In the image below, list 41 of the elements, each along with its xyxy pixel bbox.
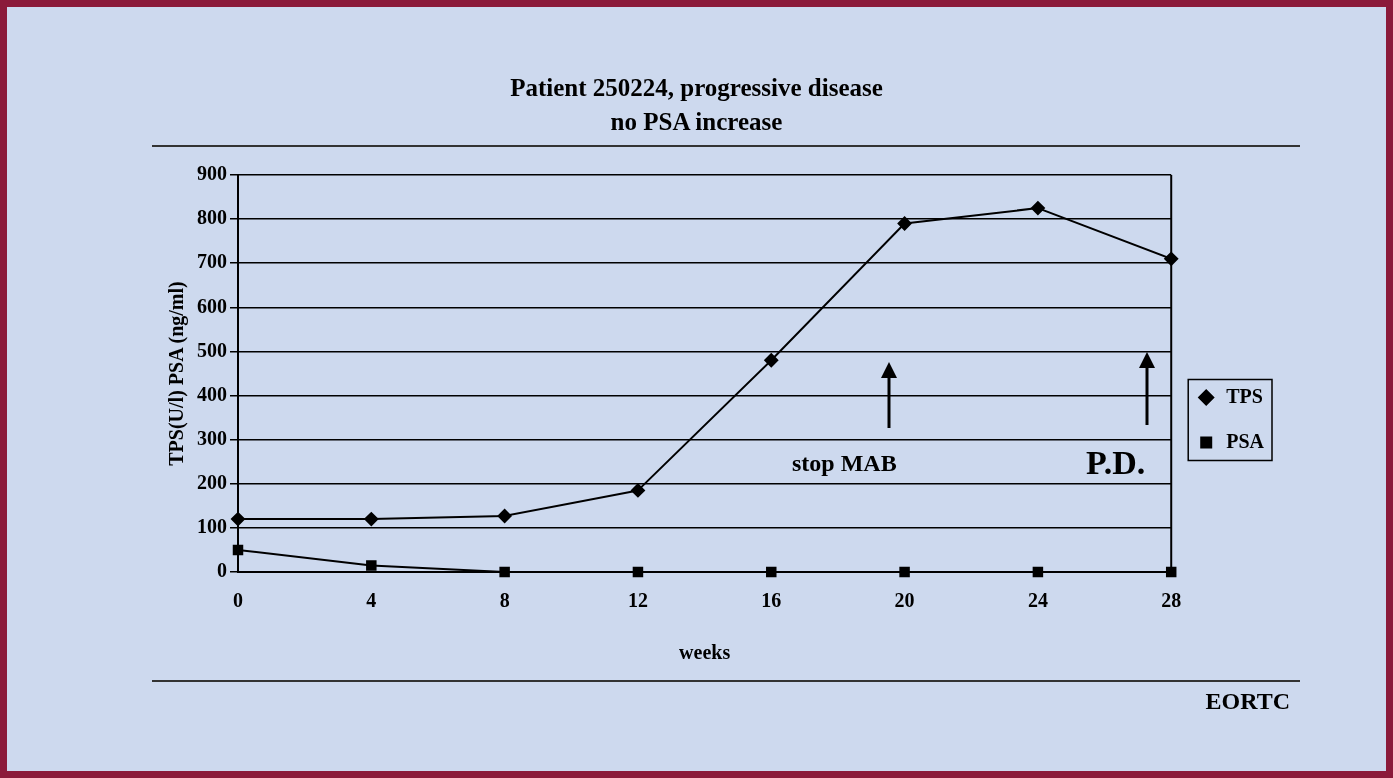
chart-title: Patient 250224, progressive disease (509, 74, 884, 102)
chart-subtitle: no PSA increase (609, 108, 784, 136)
y-tick-label: 300 (197, 426, 227, 449)
point (630, 483, 645, 498)
y-tick-label: 700 (197, 250, 227, 273)
y-tick-label: 200 (197, 470, 227, 493)
x-tick-label: 28 (1161, 589, 1182, 612)
point (1030, 201, 1045, 216)
annotation: stop MAB (792, 450, 897, 477)
x-tick-label: 12 (627, 589, 648, 612)
y-axis-title: TPS(U/l) PSA (ng/ml) (165, 281, 189, 466)
y-tick-label: 0 (217, 559, 227, 582)
y-tick-label: 800 (197, 206, 227, 229)
point (766, 566, 777, 578)
point (499, 566, 510, 578)
x-tick-label: 24 (1027, 589, 1048, 612)
point (231, 512, 245, 527)
legend-label: PSA (1226, 429, 1265, 452)
x-tick-label: 20 (894, 589, 915, 612)
point (632, 566, 644, 578)
y-tick-label: 400 (197, 382, 227, 405)
x-tick-label: 16 (761, 589, 782, 612)
point (232, 544, 244, 556)
point (1032, 566, 1044, 578)
point (897, 216, 912, 231)
point (764, 353, 779, 368)
legend-label: TPS (1226, 384, 1263, 407)
point (366, 560, 377, 571)
y-tick-label: 600 (197, 294, 227, 317)
x-tick-label: 4 (366, 589, 377, 612)
text: EORTC (1205, 688, 1290, 715)
point (497, 508, 512, 523)
x-tick-label: 0 (233, 589, 243, 612)
y-tick-label: 100 (197, 515, 227, 538)
y-tick-label: 500 (197, 338, 227, 361)
y-tick-label: 900 (197, 162, 227, 185)
point (899, 566, 910, 578)
x-tick-label: 8 (499, 589, 510, 612)
x-axis-title: weeks (679, 641, 731, 664)
annotation: P.D. (1086, 444, 1146, 482)
point (364, 512, 379, 527)
